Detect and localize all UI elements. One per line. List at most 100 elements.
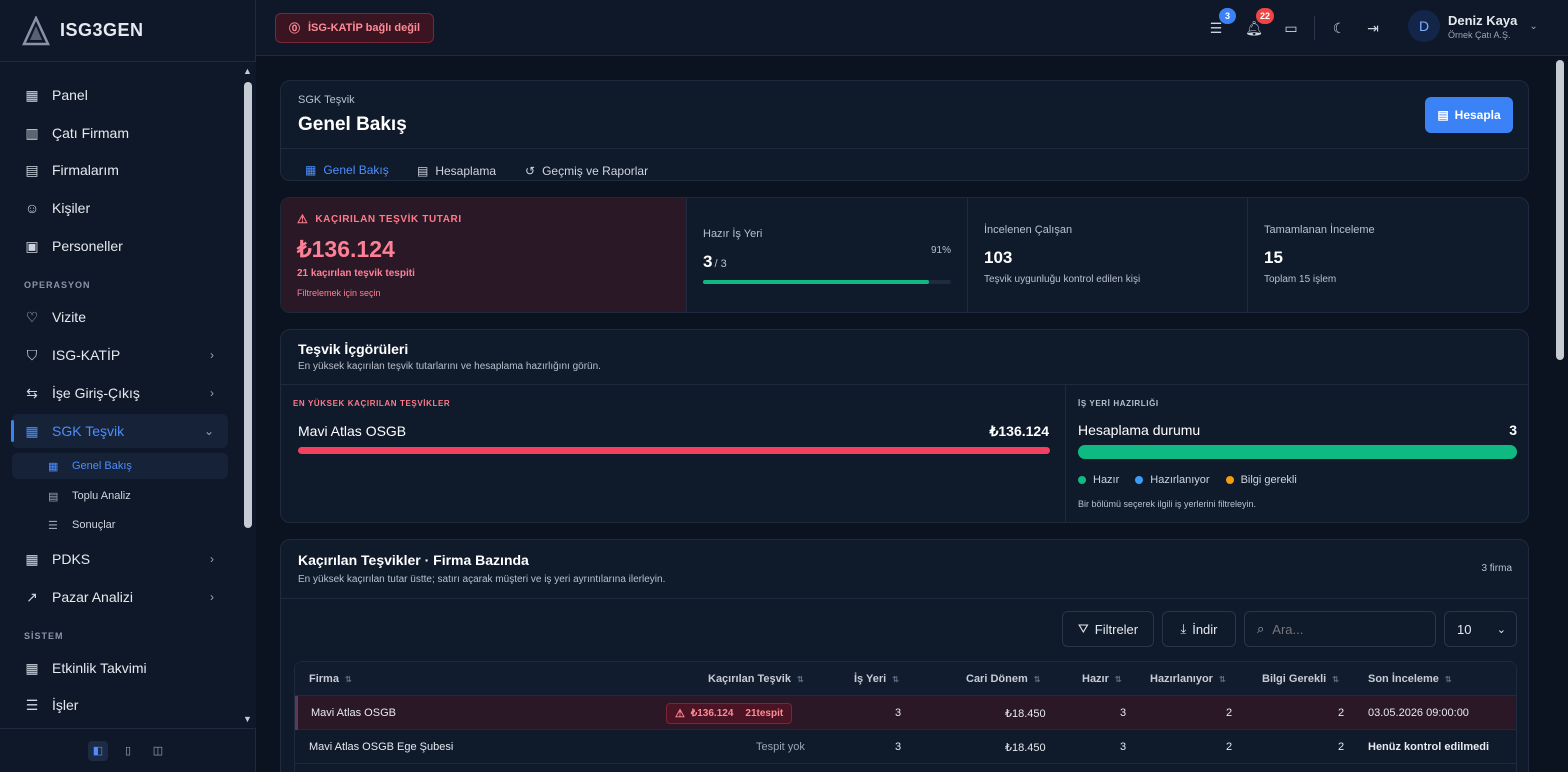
stethoscope-icon: ♡ <box>25 308 39 325</box>
sidebar-item-ise-giris-cikis[interactable]: ⇆ İşe Giriş-Çıkış › <box>12 376 228 410</box>
tab-label: Hesaplama <box>435 164 497 178</box>
sidebar-item-vizite[interactable]: ♡ Vizite <box>12 300 228 334</box>
tasks-button[interactable]: ☰ 3 <box>1206 8 1236 38</box>
sidebar-nav: ▦ Panel ▥ Çatı Firmam ▤ Firmalarım ☺ Kişiler… <box>0 62 240 728</box>
col-is-yeri[interactable]: İş Yeri ⇅ <box>854 662 899 696</box>
page-size-select[interactable]: 10 ⌄ <box>1444 611 1517 647</box>
col-hazir[interactable]: Hazır ⇅ <box>1082 662 1122 696</box>
missed-count: 21 kaçırılan teşvik tespiti <box>297 268 415 279</box>
scroll-up-icon[interactable]: ▲ <box>243 66 252 76</box>
sidebar-sub-label: Genel Bakış <box>72 460 132 472</box>
sidebar-sub-genel-bakis[interactable]: ▦ Genel Bakış <box>12 453 228 479</box>
missed-title-text: KAÇIRILAN TEŞVİK TUTARI <box>315 213 462 225</box>
missed-incentive-badge[interactable]: ⚠ ₺136.124 21tespit <box>666 703 793 724</box>
chat-icon: ▭ <box>1284 19 1298 36</box>
sidebar-item-label: ISG-KATİP <box>52 347 121 363</box>
layout-compact-icon[interactable]: ◫ <box>152 745 164 757</box>
hesapla-button[interactable]: ▤ Hesapla <box>1425 97 1513 133</box>
sidebar-item-panel[interactable]: ▦ Panel <box>12 78 228 112</box>
col-cari-donem[interactable]: Cari Dönem ⇅ <box>966 662 1040 696</box>
col-hazirlaniyor[interactable]: Hazırlanıyor ⇅ <box>1150 662 1226 696</box>
tab-hesaplama[interactable]: ▤ Hesaplama <box>417 157 497 180</box>
main-scrollbar[interactable] <box>1552 56 1568 772</box>
scrollbar-thumb[interactable] <box>244 82 252 528</box>
sidebar-item-label: İşler <box>52 697 79 713</box>
header-divider <box>281 148 1528 149</box>
readiness-label: Hesaplama durumu <box>1078 422 1201 438</box>
employees-desc: Teşvik uygunluğu kontrol edilen kişi <box>984 274 1141 285</box>
col-label: Kaçırılan Teşvik <box>708 673 791 685</box>
legend-label: Hazır <box>1093 474 1120 486</box>
sidebar-item-etkinlik-takvimi[interactable]: ▦ Etkinlik Takvimi <box>12 651 228 685</box>
ready-total: / 3 <box>714 258 727 270</box>
katip-status-badge[interactable]: ⓪ İSG-KATİP bağlı değil <box>275 13 435 43</box>
readiness-bar[interactable] <box>1078 445 1517 459</box>
messages-button[interactable]: ▭ <box>1281 18 1301 38</box>
scroll-down-icon[interactable]: ▼ <box>243 714 252 724</box>
sidebar-item-pdks[interactable]: ▦ PDKS › <box>12 542 228 576</box>
table-row[interactable]: Mavi Atlas OSGB Ege Şubesi Tespit yok 3 … <box>295 730 1516 764</box>
insights-subtitle: En yüksek kaçırılan teşvik tutarlarını v… <box>298 361 601 372</box>
firms-title: Kaçırılan Teşvikler · Firma Bazında <box>298 552 529 568</box>
sort-icon: ⇅ <box>1444 674 1452 684</box>
calculator-icon: ▤ <box>1437 108 1449 122</box>
reviews-value: 15 <box>1264 248 1283 267</box>
table-row[interactable]: Mavi Atlas OSGB ⚠ ₺136.124 21tespit 3 ₺18.… <box>295 696 1516 730</box>
sidebar-item-firmalarim[interactable]: ▤ Firmalarım <box>12 153 228 187</box>
sidebar-sub-toplu-analiz[interactable]: ▤ Toplu Analiz <box>12 483 228 509</box>
legend-label: Bilgi gerekli <box>1240 474 1297 486</box>
logo-icon <box>22 15 50 45</box>
sidebar-item-label: PDKS <box>52 551 91 567</box>
col-firma[interactable]: Firma ⇅ <box>309 662 352 696</box>
sidebar-scrollbar[interactable]: ▲ ▼ <box>240 62 256 728</box>
page-header-card: SGK Teşvik Genel Bakış ▤ Hesapla ▦ Genel B… <box>280 80 1529 181</box>
search-input[interactable] <box>1272 621 1413 637</box>
employees-stat: İncelenen Çalışan 103 Teşvik uygunluğu k… <box>968 198 1248 312</box>
tab-gecmis-raporlar[interactable]: ↺ Geçmiş ve Raporlar <box>525 157 648 180</box>
firms-divider <box>281 598 1528 599</box>
sort-icon: ⇅ <box>1114 674 1122 684</box>
sidebar-item-kisiler[interactable]: ☺ Kişiler <box>12 191 228 225</box>
grid-icon: ▦ <box>25 86 39 103</box>
scrollbar-thumb[interactable] <box>1556 60 1564 360</box>
sidebar-item-personeller[interactable]: ▣ Personeller <box>12 229 228 263</box>
tasks-icon: ☰ <box>25 696 39 713</box>
sidebar-item-isler[interactable]: ☰ İşler <box>12 688 228 722</box>
arrows-icon: ⇆ <box>26 384 38 401</box>
sidebar-item-isg-katip[interactable]: ⛉ ISG-KATİP › <box>12 338 228 372</box>
app-logo[interactable]: ISG3GEN <box>0 0 255 62</box>
col-bilgi-gerekli[interactable]: Bilgi Gerekli ⇅ <box>1262 662 1339 696</box>
user-menu[interactable]: D Deniz Kaya Örnek Çatı A.Ş. ⌄ <box>1408 10 1538 42</box>
cell-cari-donem: ₺18.450 <box>1005 707 1046 720</box>
top-missed-title: EN YÜKSEK KAÇIRILAN TEŞVİKLER <box>293 399 451 408</box>
sort-icon: ⇅ <box>344 674 352 684</box>
sidebar-item-cati-firmam[interactable]: ▥ Çatı Firmam <box>12 116 228 150</box>
legend-bilgi-gerekli[interactable]: Bilgi gerekli <box>1225 474 1297 486</box>
col-kacirilan-tesvik[interactable]: Kaçırılan Teşvik ⇅ <box>708 662 804 696</box>
search-field[interactable]: ⌕ <box>1244 611 1436 647</box>
grid-icon: ▦ <box>48 460 59 473</box>
sidebar-sub-sonuclar[interactable]: ☰ Sonuçlar <box>12 512 228 538</box>
tab-genel-bakis[interactable]: ▦ Genel Bakış <box>301 157 393 180</box>
users-icon: ☺ <box>24 200 40 216</box>
filters-button[interactable]: ⛛ Filtreler <box>1062 611 1154 647</box>
sidebar-item-sgk-tesvik[interactable]: ▦ SGK Teşvik ⌄ <box>11 414 228 448</box>
sidebar-item-pazar-analizi[interactable]: ↗ Pazar Analizi › <box>12 580 228 614</box>
legend-hazirlaniyor[interactable]: Hazırlanıyor <box>1135 474 1210 486</box>
notifications-button[interactable]: 🔔︎ 22 <box>1244 8 1274 38</box>
col-son-inceleme[interactable]: Son İnceleme ⇅ <box>1368 662 1452 696</box>
theme-toggle-button[interactable]: ☾ <box>1329 18 1349 38</box>
download-button[interactable]: ⤓ İndir <box>1162 611 1236 647</box>
layout-collapsed-icon[interactable]: ▯ <box>124 745 132 757</box>
user-name: Deniz Kaya <box>1448 12 1518 28</box>
layout-expanded-icon[interactable]: ◧ <box>88 740 108 761</box>
qr-icon: ▦ <box>25 550 39 567</box>
missed-incentive-stat[interactable]: ⚠ KAÇIRILAN TEŞVİK TUTARI ₺136.124 21 kaç… <box>281 198 687 312</box>
doc-icon: ▤ <box>48 490 59 503</box>
top-missed-firm[interactable]: Mavi Atlas OSGB <box>298 423 407 439</box>
logout-button[interactable]: ⇥ <box>1363 18 1383 38</box>
legend-hazir[interactable]: Hazır <box>1078 474 1119 486</box>
history-icon: ↺ <box>525 164 536 178</box>
download-icon: ⤓ <box>1180 621 1187 636</box>
top-missed-bar[interactable] <box>298 447 1050 454</box>
